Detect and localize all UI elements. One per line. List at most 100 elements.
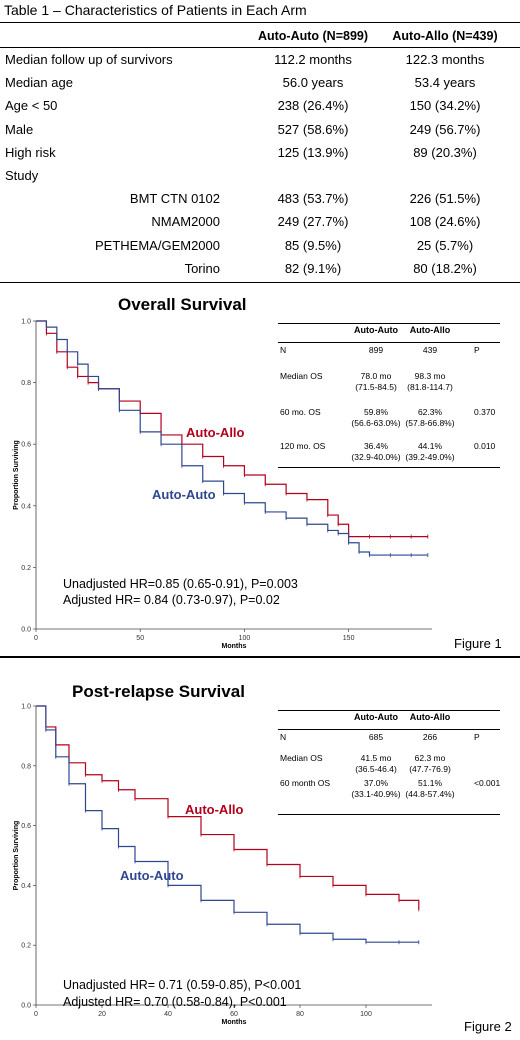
- y-tick-label: 1.0: [21, 704, 31, 711]
- inset-auto-auto-value: 899: [368, 345, 384, 355]
- inset-auto-allo-value: 62.3%: [417, 407, 443, 417]
- x-tick-label: 40: [164, 1011, 172, 1018]
- table-row: NMAM2000 249 (27.7%) 108 (24.6%): [0, 214, 520, 236]
- auto-auto-value: 249 (27.7%): [277, 214, 349, 230]
- inset-auto-auto-value: 59.8%: [363, 407, 389, 417]
- y-tick-label: 0.4: [21, 883, 31, 890]
- inset-auto-auto-ci: (32.9-40.0%): [351, 452, 401, 462]
- table-row: PETHEMA/GEM2000 85 (9.5%) 25 (5.7%): [0, 238, 520, 260]
- inset-p-value: 0.370: [474, 407, 496, 417]
- y-tick-label: 0.0: [21, 1003, 31, 1010]
- y-tick-label: 0.6: [21, 442, 31, 449]
- row-label: Male: [5, 121, 34, 137]
- y-tick-label: 0.4: [21, 503, 31, 510]
- auto-auto-curve-label: Auto-Auto: [120, 868, 184, 883]
- inset-p-value: P: [474, 732, 480, 742]
- overall-survival-figure: 0.0 0.2 0.4 0.6 0.8 1.0 0 50 100 150 Months Proport…: [0, 289, 520, 654]
- inset-auto-allo-ci: (44.8-57.4%): [405, 789, 455, 799]
- inset-auto-auto-value: 36.4%: [363, 441, 389, 451]
- auto-auto-value: 112.2 months: [274, 52, 352, 67]
- inset-rule: [278, 814, 500, 815]
- auto-auto-curve-label: Auto-Auto: [152, 487, 216, 502]
- y-tick-label: 0.2: [21, 565, 31, 572]
- inset-auto-auto-ci: (71.5-84.5): [355, 382, 397, 392]
- survival-stats-table: Auto-Auto Auto-Allo N 685 266 P Median OS 41.5 …: [278, 710, 500, 820]
- inset-row-label: Median OS: [280, 753, 323, 763]
- auto-allo-value: 226 (51.5%): [409, 191, 481, 207]
- inset-row-label: 60 month OS: [280, 778, 331, 788]
- x-tick-label: 0: [34, 1011, 38, 1018]
- auto-allo-value: 80 (18.2%): [413, 260, 477, 276]
- x-axis-label: Months: [222, 643, 247, 650]
- figure-separator: [0, 656, 520, 658]
- y-tick-label: 0.0: [21, 627, 31, 634]
- x-tick-label: 80: [296, 1011, 304, 1018]
- survival-stats-table: Auto-Auto Auto-Allo N 899 439 P Median OS 78.0 …: [278, 323, 500, 468]
- table-row: Median follow up of survivors 112.2 month…: [0, 52, 520, 74]
- inset-auto-allo-ci: (47.7-76.9): [409, 764, 451, 774]
- auto-auto-value: 82 (9.1%): [284, 260, 342, 276]
- inset-header-auto-allo: Auto-Allo: [409, 712, 451, 722]
- x-tick-label: 150: [343, 635, 355, 642]
- figure-title: Post-relapse Survival: [72, 682, 245, 701]
- inset-auto-allo-value: 51.1%: [417, 778, 443, 788]
- x-axis-label: Months: [222, 1019, 247, 1026]
- post-relapse-survival-figure: 0.0 0.2 0.4 0.6 0.8 1.0 0 20 40 60 80 100 Months Prop…: [0, 670, 520, 1040]
- table-row: Median age 56.0 years 53.4 years: [0, 75, 520, 97]
- inset-auto-allo-ci: (57.8-66.8%): [405, 418, 455, 428]
- auto-allo-value: 53.4 years: [414, 75, 476, 91]
- auto-allo-survival-curve: [36, 320, 428, 538]
- inset-auto-auto-ci: (33.1-40.9%): [351, 789, 401, 799]
- x-tick-label: 0: [34, 635, 38, 642]
- y-tick-label: 0.8: [21, 763, 31, 770]
- hr-adjusted: Adjusted HR= 0.70 (0.58-0.84), P<0.001: [63, 995, 287, 1009]
- table-rule-bottom: [0, 282, 520, 283]
- auto-auto-survival-curve: [36, 320, 428, 556]
- auto-allo-value: 25 (5.7%): [416, 237, 474, 253]
- auto-allo-value: 249 (56.7%): [409, 121, 481, 137]
- y-tick-label: 0.8: [21, 380, 31, 387]
- row-label: Study: [5, 168, 39, 183]
- figure-title: Overall Survival: [118, 295, 247, 314]
- row-label: NMAM2000: [151, 214, 220, 230]
- y-axis-label: Proportion Surviving: [13, 821, 20, 891]
- inset-auto-allo-value: 266: [422, 732, 438, 742]
- hr-adjusted: Adjusted HR= 0.84 (0.73-0.97), P=0.02: [63, 593, 280, 607]
- inset-rule: [278, 323, 500, 324]
- inset-auto-auto-ci: (36.5-46.4): [355, 764, 397, 774]
- hr-unadjusted: Unadjusted HR= 0.71 (0.59-0.85), P<0.001: [63, 978, 302, 992]
- inset-p-value: 0.010: [474, 441, 496, 451]
- row-label: Median follow up of survivors: [5, 52, 173, 67]
- inset-auto-allo-value: 98.3 mo: [414, 371, 446, 381]
- inset-row-label: 120 mo. OS: [280, 441, 326, 451]
- inset-auto-allo-value: 44.1%: [417, 441, 443, 451]
- column-header-auto-allo: Auto-Allo (N=439): [392, 29, 498, 43]
- row-label: Age < 50: [5, 98, 58, 114]
- row-label: BMT CTN 0102: [129, 191, 220, 207]
- inset-row-label: N: [280, 732, 287, 742]
- y-tick-label: 0.2: [21, 943, 31, 950]
- x-tick-label: 20: [98, 1011, 106, 1018]
- inset-header-auto-auto: Auto-Auto: [354, 712, 398, 722]
- inset-rule: [278, 467, 500, 468]
- inset-rule: [278, 729, 500, 730]
- x-tick-label: 50: [136, 635, 144, 642]
- auto-allo-value: 122.3 months: [405, 52, 485, 67]
- x-tick-label: 100: [239, 635, 251, 642]
- y-axis-label: Proportion Surviving: [13, 440, 20, 510]
- table-row: BMT CTN 0102 483 (53.7%) 226 (51.5%): [0, 191, 520, 213]
- inset-auto-auto-value: 41.5 mo: [360, 753, 392, 763]
- auto-allo-value: 108 (24.6%): [409, 214, 481, 230]
- auto-allo-value: 150 (34.2%): [409, 98, 481, 114]
- figure-label: Figure 1: [454, 636, 502, 651]
- inset-header-auto-allo: Auto-Allo: [409, 325, 451, 335]
- inset-auto-auto-value: 685: [368, 732, 384, 742]
- figure-label: Figure 2: [464, 1019, 512, 1034]
- auto-allo-value: 89 (20.3%): [413, 144, 477, 160]
- inset-auto-auto-ci: (56.6-63.0%): [351, 418, 401, 428]
- inset-auto-allo-value: 439: [422, 345, 438, 355]
- table-row: Torino 82 (9.1%) 80 (18.2%): [0, 261, 520, 283]
- table-row: Study: [0, 168, 520, 190]
- row-label: Torino: [184, 260, 220, 276]
- inset-rule: [278, 710, 500, 711]
